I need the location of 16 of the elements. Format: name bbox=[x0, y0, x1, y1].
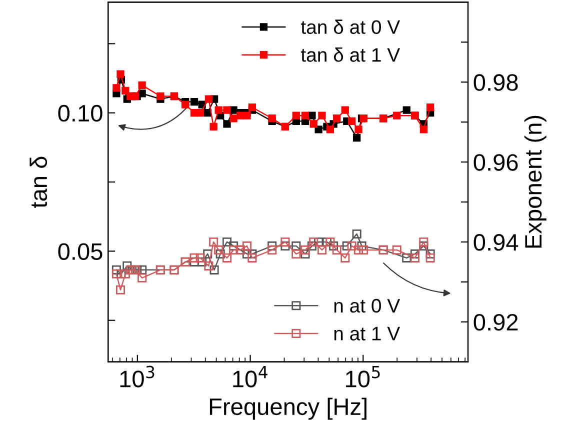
y2-tick-label: 0.94 bbox=[474, 234, 518, 251]
x-tick-label: 10$^{5}$ bbox=[346, 366, 380, 388]
y-tick-label: 0.10 bbox=[58, 104, 102, 122]
legend-label: n at 1 V bbox=[334, 326, 400, 340]
legend-label: tan δ at 0 V bbox=[300, 20, 400, 34]
y2-axis-title: Exponent (n) bbox=[524, 116, 546, 248]
y-axis-title: tan δ bbox=[30, 156, 48, 208]
x-tick-label: 10$^{3}$ bbox=[120, 366, 154, 388]
y2-tick-label: 0.98 bbox=[474, 74, 518, 91]
y-tick-label: 0.05 bbox=[58, 243, 102, 260]
y2-tick-label: 0.92 bbox=[474, 314, 518, 331]
legend-label: n at 0 V bbox=[334, 298, 400, 313]
x-tick-label: 10$^{4}$ bbox=[233, 366, 268, 388]
y2-tick-label: 0.96 bbox=[474, 154, 518, 171]
legend-label: tan δ at 1 V bbox=[300, 48, 400, 62]
x-axis-title: Frequency [Hz] bbox=[210, 398, 366, 420]
